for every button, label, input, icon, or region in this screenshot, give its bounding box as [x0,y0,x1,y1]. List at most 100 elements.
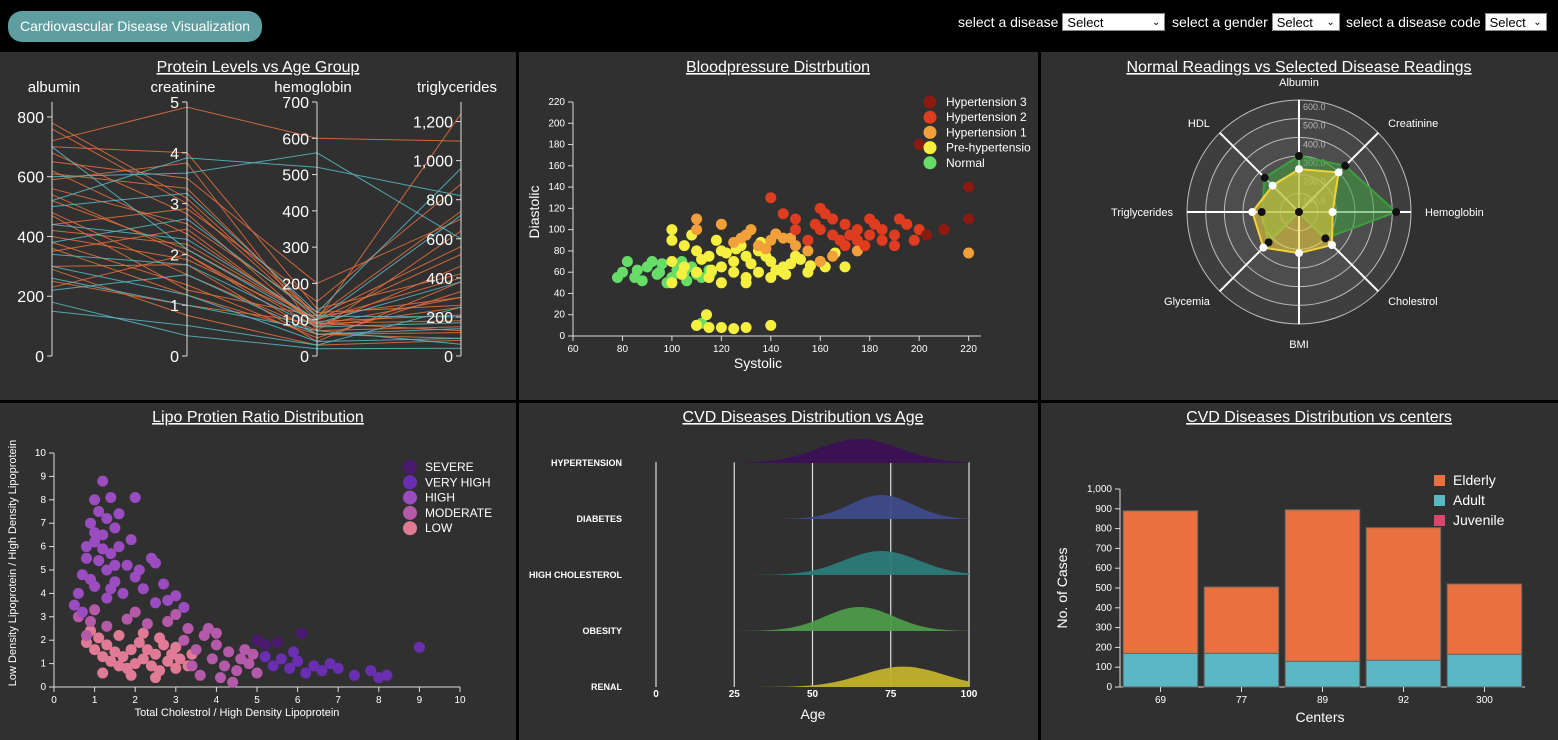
x-tick-label: 77 [1236,695,1248,706]
lipo-point-moderate [206,653,218,665]
radar-point-normal [1264,238,1273,247]
disease-select[interactable]: Select ⌄ [1062,13,1166,31]
lipo-point-low [125,669,137,681]
chevron-down-icon: ⌄ [1326,16,1335,28]
bp-point-hypertension-2 [876,234,888,246]
axis-tick-label: 1 [170,298,179,315]
y-tick-label: 800 [1095,524,1112,535]
bp-point-pre-hypertensio [740,322,752,333]
bp-point-pre-hypertensio [785,258,797,270]
axis-tick-label: 0 [35,349,44,366]
bp-point-pre-hypertensio [666,234,678,246]
code-control: select a disease code Select ⌄ [1346,12,1547,32]
data-line-orange [51,128,462,321]
bp-point-hypertension-2 [889,229,900,241]
data-line-teal [51,168,462,314]
bp-point-pre-hypertensio [678,240,690,252]
lipo-point-low [174,653,186,665]
x-tick-label: 6 [295,695,301,706]
lipo-point-low [89,644,101,656]
lipo-point-high [101,592,113,604]
chevron-down-icon: ⌄ [1152,16,1161,28]
data-line-teal [51,306,462,346]
y-tick-label: 120 [548,203,565,214]
lipo-point-low [97,667,109,679]
axis-tick-label: 2 [170,247,179,264]
bp-point-hypertension-2 [765,192,777,204]
radar-point-selected [1259,243,1268,252]
bp-point-hypertension-3 [921,229,933,241]
radar-point-normal [1260,173,1269,182]
ridge-label-high-cholesterol: HIGH CHOLESTEROL [529,570,623,580]
x-axis-label: Age [801,706,826,722]
y-tick-label: 10 [35,448,47,459]
legend-label-hypertension-1: Hypertension 1 [946,125,1027,139]
bp-point-pre-hypertensio [676,268,688,280]
radar-ring-label: 400.0 [1303,139,1326,149]
y-tick-label: 400 [1095,603,1112,614]
axis-tick-label: 600 [282,131,309,148]
gender-select[interactable]: Select ⌄ [1271,13,1340,31]
bp-point-pre-hypertensio [765,319,777,331]
bp-point-pre-hypertensio [691,266,703,278]
bp-point-hypertension-1 [963,247,975,259]
lipo-point-moderate [186,660,198,672]
lipo-point-very-high [288,646,299,658]
lipo-point-moderate [247,648,259,660]
bp-point-pre-hypertensio [728,266,740,278]
lipo-point-high [150,557,161,569]
bp-point-hypertension-2 [834,234,846,246]
bp-point-hypertension-2 [869,218,881,230]
x-tick-label: 100 [664,344,681,355]
code-select[interactable]: Select ⌄ [1484,13,1547,31]
y-axis-label: Low Density Lipoprotein / High Density L… [7,440,19,686]
bp-point-normal [636,275,648,287]
bp-point-hypertension-1 [827,250,839,262]
lipo-point-high [129,492,141,503]
lipo-point-high [89,494,101,506]
x-tick-label: 25 [729,689,741,700]
data-line-orange [51,183,462,303]
lipo-point-high [170,590,182,602]
ridge-area-hypertension [671,439,969,463]
data-line-teal [51,277,462,345]
legend-label-normal: Normal [946,156,985,170]
x-tick-label: 60 [567,344,579,355]
panel-parallel: Protein Levels vs Age Group albumin 0 200 40… [0,52,516,400]
bp-point-pre-hypertensio [804,260,816,272]
y-tick-label: 4 [40,588,46,599]
lipo-point-very-high [284,662,295,674]
lipo-point-very-high [292,655,304,667]
bp-point-hypertension-1 [802,245,814,257]
radar-point-normal [1295,208,1303,216]
data-line-teal [51,301,462,350]
x-tick-label: 50 [807,689,819,700]
bp-point-hypertension-3 [938,224,950,236]
app-title-button[interactable]: Cardiovascular Disease Visualization [8,11,262,42]
y-tick-label: 0 [40,682,46,693]
x-tick-label: 8 [376,695,382,706]
legend-label-hypertension-3: Hypertension 3 [946,95,1027,109]
lipo-point-low [101,639,113,651]
radar-axis-label-creatinine: Creatinine [1388,118,1438,130]
lipo-point-very-high [275,653,287,665]
panel-centers: CVD Diseases Distribution vs centers 0 100… [1041,403,1558,740]
lipo-point-high [81,552,92,564]
ridge-area-diabetes [671,495,969,519]
lipo-point-moderate [194,669,206,681]
lipo-point-high [85,573,96,585]
legend-label-elderly: Elderly [1453,472,1496,488]
lipo-point-moderate [182,623,194,634]
chevron-down-icon: ⌄ [1533,16,1542,28]
radar-point-selected [1328,241,1336,249]
bp-point-normal [651,268,663,280]
axis-tick-label: 400 [17,229,44,246]
bp-point-hypertension-3 [963,181,975,193]
data-line-teal [51,152,462,240]
centers-bar-chart: CVD Diseases Distribution vs centers 0 100… [1054,409,1525,725]
panel-ridge: CVD Diseases Distribution vs Age 0 25 50 75 1… [519,403,1038,740]
radar-axis-label-glycemia: Glycemia [1164,296,1211,308]
radar-axis-label-cholestrol: Cholestrol [1388,296,1438,308]
ridge-area-obesity [671,607,969,631]
lipo-point-high [68,599,80,611]
